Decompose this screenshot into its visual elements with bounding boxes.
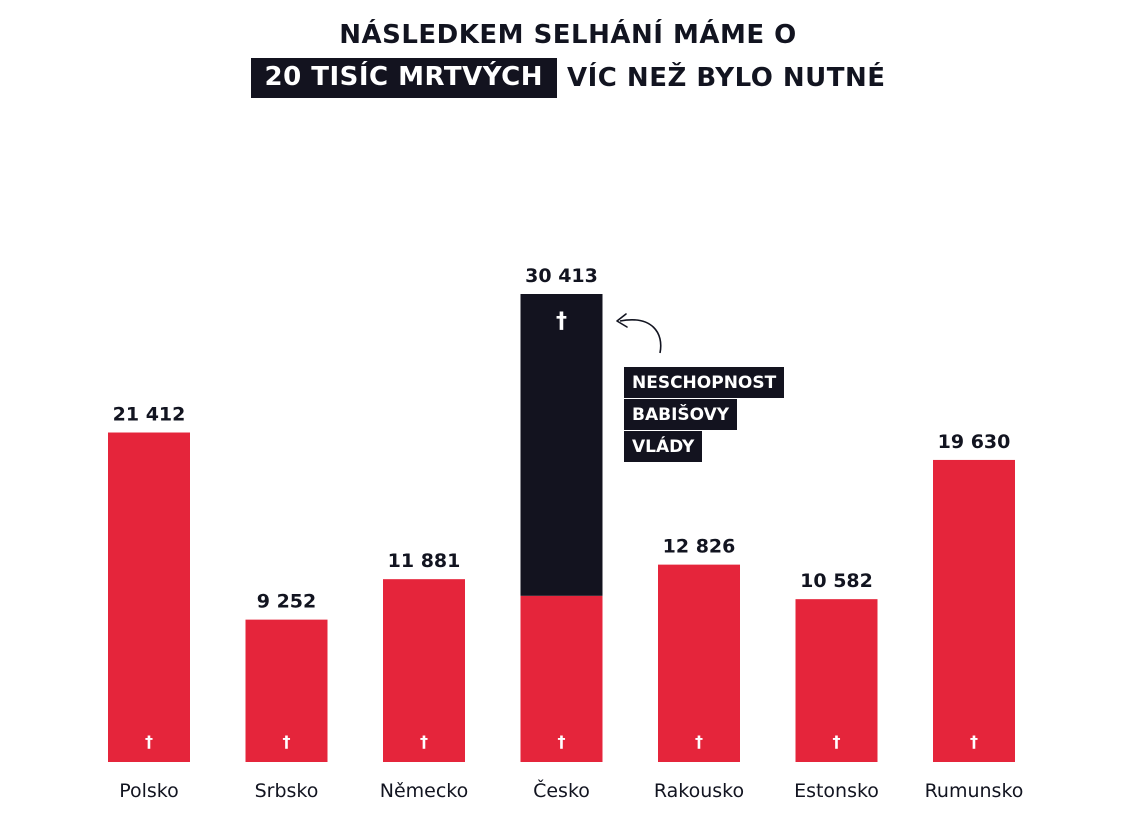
- bar: [245, 619, 328, 762]
- cross-icon: †: [145, 732, 153, 751]
- cross-icon: †: [556, 309, 567, 334]
- chart-title-text: NÁSLEDKEM SELHÁNÍ MÁME O: [339, 20, 797, 50]
- cross-icon: †: [558, 732, 566, 751]
- data-label: 19 630: [938, 431, 1011, 453]
- bar: [795, 599, 878, 762]
- bar: [108, 432, 190, 762]
- annotation-line-2: BABIŠOVY: [624, 399, 738, 430]
- chart-title-rest: VÍC NEŽ BYLO NUTNÉ: [567, 63, 886, 93]
- category-label: Německo: [380, 780, 469, 802]
- bar: [383, 579, 465, 762]
- data-label: 12 826: [663, 536, 736, 558]
- bar: [520, 595, 603, 762]
- arrow-head-icon: [616, 313, 628, 328]
- cross-icon: †: [420, 732, 428, 751]
- cross-icon: †: [695, 732, 703, 751]
- data-label: 9 252: [257, 591, 317, 613]
- arrow-line: [619, 319, 662, 354]
- cross-icon: †: [283, 732, 291, 751]
- data-label: 21 412: [113, 404, 186, 426]
- bar: [933, 459, 1015, 762]
- category-label: Česko: [533, 778, 590, 802]
- chart-title-line-2: 20 TISÍC MRTVÝCH VÍC NEŽ BYLO NUTNÉ: [0, 58, 1136, 98]
- data-label: 30 413: [525, 265, 598, 287]
- cross-icon: †: [970, 732, 978, 751]
- data-label: 10 582: [800, 570, 873, 592]
- category-label: Estonsko: [794, 780, 879, 802]
- category-label: Rumunsko: [925, 780, 1024, 802]
- category-label: Srbsko: [255, 780, 319, 802]
- bar: [658, 564, 740, 762]
- bar-excess: [520, 294, 603, 596]
- chart-title-highlight: 20 TISÍC MRTVÝCH: [250, 58, 557, 98]
- category-label: Rakousko: [654, 780, 744, 802]
- category-label: Polsko: [119, 780, 179, 802]
- cross-icon: †: [833, 732, 841, 751]
- data-label: 11 881: [388, 550, 461, 572]
- chart-title-line-1: NÁSLEDKEM SELHÁNÍ MÁME O: [0, 20, 1136, 50]
- annotation-line-1: NESCHOPNOST: [624, 367, 785, 398]
- annotation-line-3: VLÁDY: [624, 431, 703, 462]
